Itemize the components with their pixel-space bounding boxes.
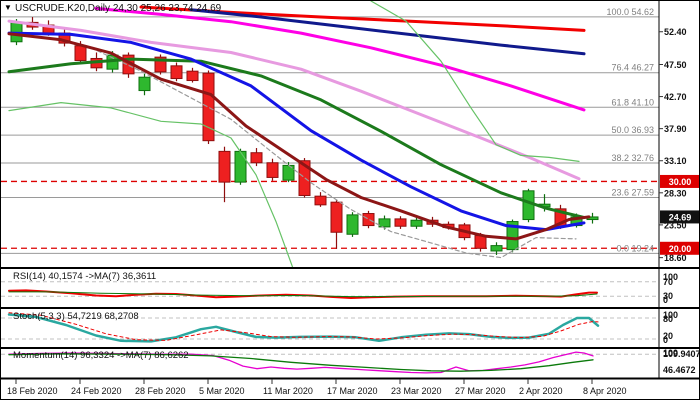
symbol-marker-icon[interactable]: ▼ [4,3,12,12]
candle-down [218,150,231,183]
price-axis-label: 28.30 [664,188,687,198]
candle-down [298,160,311,196]
price-badge-text: 30.00 [669,177,692,187]
date-label: 27 Mar 2020 [455,386,506,396]
ma-magenta [94,6,586,112]
candle-up [506,221,519,251]
date-label: 17 Mar 2020 [327,386,378,396]
candle-down [266,162,279,178]
candle-down [74,45,87,61]
stochastic-axis-label: 80 [663,314,673,324]
date-label: 8 Apr 2020 [583,386,627,396]
price-badge [660,241,699,255]
stochastic-axis-label: 100 [663,310,678,320]
price-badge-text: 20.00 [669,244,692,254]
fib-label: 76.4 46.27 [611,63,654,73]
ma-navy [189,8,586,56]
candle-up [234,150,247,183]
momentum-series [8,351,594,374]
panel-separator [1,267,699,269]
date-label: 24 Feb 2020 [71,386,122,396]
fib-label: 100.0 54.62 [606,7,654,17]
stochastic-axis-label: 20 [663,331,673,341]
price-badge [660,174,699,188]
chart-symbol-period: USCRUDE.K20,Daily [15,3,111,14]
candle-down [314,195,327,206]
price-axis-label: 52.40 [664,27,687,37]
panel-separator [1,377,699,380]
candle-up [346,214,359,235]
price-axis-label: 18.60 [664,253,687,263]
rsi-indicator-label: RSI(14) 40,1574 ->MA(7) 36,3611 [13,271,157,282]
main-plot [1,1,659,267]
momentum-axis-label: 46.4672 [663,365,696,375]
rsi-panel [1,281,659,299]
momentum-ma-series [8,353,594,372]
ma-lightgreen-lower [8,101,294,267]
momentum-indicator-label: Momentum(14) 96,3324 ->MA(7) 86,6262 [13,350,189,361]
chart-title-row: USCRUDE.K20,Daily 24,30 25,26 23,74 24,6… [15,3,221,14]
stochastic-panel [1,312,659,343]
candle-down [362,213,375,227]
date-label: 23 Mar 2020 [391,386,442,396]
rsi-axis-label: 70 [663,277,673,287]
candle-down [394,218,407,227]
ma-lightgreen-upper [370,1,580,162]
fib-label: 23.6 27.59 [611,188,654,198]
price-badge-text: 24.69 [669,212,692,222]
fib-label: 61.8 41.10 [611,97,654,107]
candle-down [170,65,183,80]
price-axis-label: 37.90 [664,124,687,134]
candle-up [522,190,535,221]
price-axis-label: 47.50 [664,60,687,70]
rsi-axis-label: 0 [663,295,668,305]
candle-down [202,72,215,142]
fib-label: 0.0 19.24 [616,243,654,253]
date-label: 18 Feb 2020 [7,386,58,396]
fib-label: 38.2 32.76 [611,153,654,163]
candle-down [250,152,263,164]
ma-plum [7,19,581,181]
stochastic-axis-label: 0 [663,335,668,345]
sar-gray-dashed [90,47,577,259]
price-axis-label: 33.10 [664,156,687,166]
candle-down [474,235,487,249]
price-axis-label: 23.50 [664,220,687,230]
chart-ohlc-values: 24,30 25,26 23,74 24,69 [112,3,222,14]
candle-up [378,218,391,228]
date-label: 2 Apr 2020 [519,386,563,396]
candle-down [186,70,199,82]
ma-darkgreen [7,57,586,219]
rsi-axis-label: 100 [663,272,678,282]
panel-separator [1,307,699,309]
candle-up [138,76,151,92]
price-badge [660,210,699,224]
ma-blue [7,31,586,232]
date-label: 28 Feb 2020 [135,386,186,396]
momentum-panel [1,351,659,374]
fib-label: 50.0 36.93 [611,125,654,135]
candle-up [410,219,423,227]
momentum-axis-label: 109.9407 [663,349,700,359]
price-axis-label: 42.70 [664,92,687,102]
candle-up [490,245,503,252]
candle-down [330,201,343,233]
rsi-axis-label: 30 [663,291,673,301]
date-label: 5 Mar 2020 [199,386,245,396]
rsi-ma-series [8,291,598,298]
panel-separator [1,347,699,349]
stoch-indicator-label: Stoch(5,3,3) 54,7219 68,2708 [13,311,139,322]
ma-maroon [7,32,591,241]
candle-down [154,56,167,73]
date-label: 11 Mar 2020 [263,386,313,396]
momentum-axis-label: 100 [663,348,678,358]
